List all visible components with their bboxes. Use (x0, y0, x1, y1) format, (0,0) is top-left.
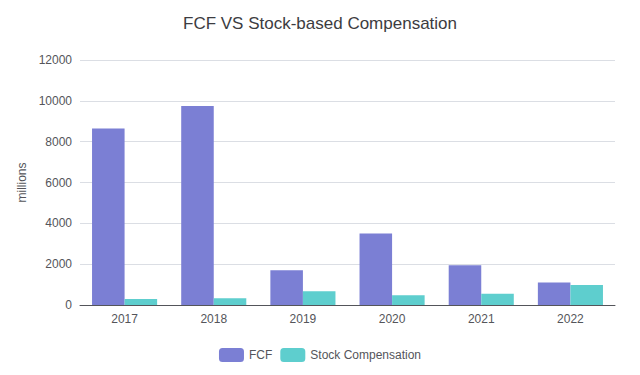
svg-text:2022: 2022 (557, 312, 584, 326)
svg-text:2019: 2019 (290, 312, 317, 326)
svg-text:8000: 8000 (45, 135, 72, 149)
svg-text:millions: millions (15, 162, 29, 202)
svg-text:2018: 2018 (200, 312, 227, 326)
svg-text:2020: 2020 (379, 312, 406, 326)
svg-text:Stock Compensation: Stock Compensation (310, 348, 421, 362)
svg-text:FCF VS Stock-based Compensatio: FCF VS Stock-based Compensation (183, 14, 457, 33)
svg-text:12000: 12000 (39, 53, 73, 67)
svg-text:FCF: FCF (249, 348, 272, 362)
svg-text:2017: 2017 (111, 312, 138, 326)
svg-text:6000: 6000 (45, 176, 72, 190)
svg-text:4000: 4000 (45, 216, 72, 230)
svg-text:0: 0 (65, 298, 72, 312)
svg-text:2021: 2021 (468, 312, 495, 326)
svg-text:2000: 2000 (45, 257, 72, 271)
svg-text:10000: 10000 (39, 94, 73, 108)
